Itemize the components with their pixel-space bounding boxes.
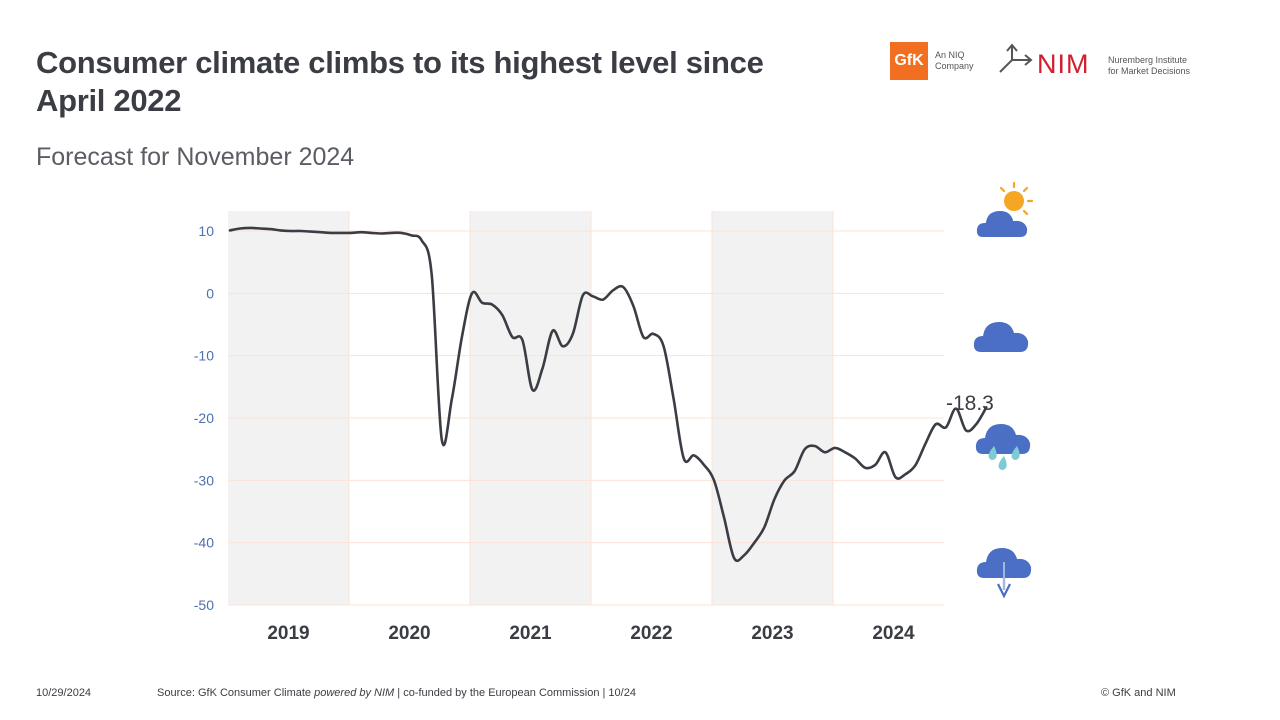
- footer-source-prefix: Source: GfK Consumer Climate: [157, 687, 315, 699]
- gfk-logo: GfK: [890, 42, 928, 80]
- y-axis-ticks: 10 0 -10 -20 -30 -40 -50: [194, 223, 214, 613]
- cloud-down-arrow-icon: [976, 548, 1032, 599]
- x-year-label: 2020: [388, 623, 430, 644]
- year-band-2021: [470, 211, 591, 605]
- y-tick-label: 10: [198, 223, 214, 239]
- x-year-label: 2024: [872, 623, 915, 644]
- x-year-label: 2023: [751, 623, 793, 644]
- gfk-tagline: An NIQ Company: [935, 50, 974, 72]
- x-axis-year-labels: 2019 2020 2021 2022 2023 2024: [267, 623, 915, 644]
- last-value-label: -18.3: [946, 392, 994, 415]
- gfk-tagline-line1: An NIQ: [935, 50, 965, 60]
- y-tick-label: -40: [194, 535, 214, 551]
- page-subtitle: Forecast for November 2024: [36, 143, 355, 171]
- footer-date: 10/29/2024: [36, 687, 92, 699]
- footer-copyright: © GfK and NIM: [1101, 687, 1176, 699]
- year-band-2019: [228, 211, 349, 605]
- page-title: Consumer climate climbs to its highest l…: [36, 45, 764, 118]
- footer-source-powered: powered by NIM: [314, 687, 395, 699]
- footer-source: Source: GfK Consumer Climate powered by …: [157, 687, 636, 699]
- rain-cloud-icon: [975, 424, 1031, 470]
- nim-arrow-icon: [999, 43, 1033, 73]
- cloud-icon: [973, 322, 1029, 352]
- footer-source-suffix: | co-funded by the European Commission |…: [394, 687, 636, 699]
- x-year-label: 2022: [630, 623, 672, 644]
- gfk-logo-text: GfK: [894, 52, 924, 69]
- nim-tagline: Nuremberg Institute for Market Decisions: [1108, 55, 1190, 77]
- y-tick-label: 0: [206, 285, 214, 301]
- year-bands: [228, 211, 833, 605]
- year-band-2023: [712, 211, 833, 605]
- y-tick-label: -30: [194, 472, 214, 488]
- nim-logo-text: NIM: [1037, 49, 1090, 79]
- y-tick-label: -10: [194, 348, 214, 364]
- nim-tagline-line2: for Market Decisions: [1108, 66, 1191, 76]
- x-year-label: 2021: [509, 623, 552, 644]
- consumer-climate-line: [228, 226, 988, 563]
- y-tick-label: -50: [194, 597, 214, 613]
- gfk-tagline-line2: Company: [935, 61, 974, 71]
- y-tick-label: -20: [194, 410, 214, 426]
- x-year-label: 2019: [267, 623, 309, 644]
- sun-behind-cloud-icon: [974, 181, 1034, 239]
- nim-tagline-line1: Nuremberg Institute: [1108, 55, 1188, 65]
